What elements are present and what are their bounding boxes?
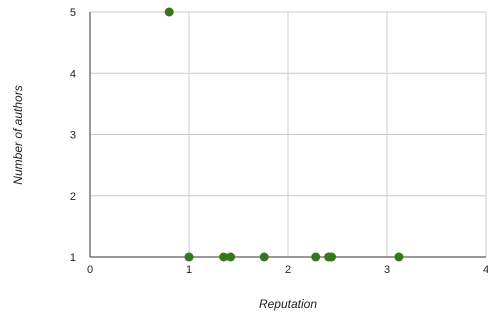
data-point [164,7,174,17]
y-tick-label: 1 [70,252,76,264]
y-tick-label: 4 [70,68,76,80]
data-point [219,252,229,262]
y-axis-title: Number of authors [11,85,25,184]
data-point [327,252,337,262]
y-tick-label: 2 [70,191,76,203]
data-points [164,7,404,262]
data-point [394,252,404,262]
x-axis-title: Reputation [259,297,317,311]
x-tick-label: 4 [483,264,488,276]
data-point [259,252,269,262]
data-point [184,252,194,262]
x-tick-label: 2 [285,264,291,276]
x-tick-label: 1 [186,264,192,276]
gridlines [90,11,487,257]
axes [89,12,486,258]
x-tick-label: 3 [384,264,390,276]
y-tick-label: 3 [70,130,76,142]
y-tick-label: 5 [70,7,76,19]
x-tick-label: 0 [87,264,93,276]
data-point [226,252,236,262]
data-point [311,252,321,262]
